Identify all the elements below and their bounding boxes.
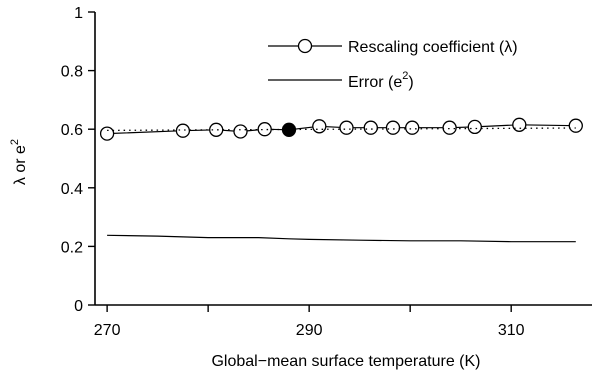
- data-point: [233, 124, 248, 139]
- series-line-error: [107, 234, 576, 243]
- data-point: [467, 119, 482, 135]
- y-axis-title-base: λ or e: [12, 145, 29, 185]
- data-point: [442, 120, 457, 135]
- y-tick-label: 1: [74, 5, 83, 22]
- legend-label-lambda: Rescaling coefficient (λ): [348, 39, 518, 56]
- data-point: [312, 119, 327, 134]
- data-point: [568, 118, 583, 133]
- series-layer: [99, 117, 583, 243]
- data-point: [363, 120, 378, 135]
- legend-label-error-tail: ): [408, 74, 413, 91]
- legend-label-error-sup: 2: [402, 70, 408, 82]
- legend: Rescaling coefficient (λ) Error (e2): [268, 38, 518, 91]
- legend-marker-lambda: [297, 38, 313, 54]
- data-point: [385, 120, 401, 135]
- y-tick-label: 0.4: [61, 181, 83, 198]
- x-tick-label: 310: [498, 322, 525, 339]
- data-point: [405, 120, 420, 135]
- y-tick-label: 0.2: [61, 239, 83, 256]
- y-axis-title: λ or e2: [9, 139, 29, 185]
- data-point: [175, 123, 191, 138]
- x-tick-label: 290: [296, 322, 323, 339]
- x-tick-label: 270: [94, 322, 121, 339]
- y-tick-label: 0.8: [61, 64, 83, 81]
- y-axis-title-sup: 2: [9, 139, 21, 145]
- y-tick-label: 0: [74, 298, 83, 315]
- legend-label-error-base: Error (e: [348, 74, 402, 91]
- data-point: [99, 126, 115, 141]
- data-point: [512, 117, 527, 132]
- x-axis-title: Global−mean surface temperature (K): [211, 353, 480, 370]
- legend-label-error: Error (e2): [348, 70, 414, 91]
- axes: 0 0.2 0.4 0.6 0.8 1 270 290 310: [61, 5, 592, 339]
- series-line-lambda_fit: [107, 127, 576, 132]
- y-tick-label: 0.6: [61, 122, 83, 139]
- data-point: [339, 120, 354, 135]
- data-point: [257, 122, 272, 137]
